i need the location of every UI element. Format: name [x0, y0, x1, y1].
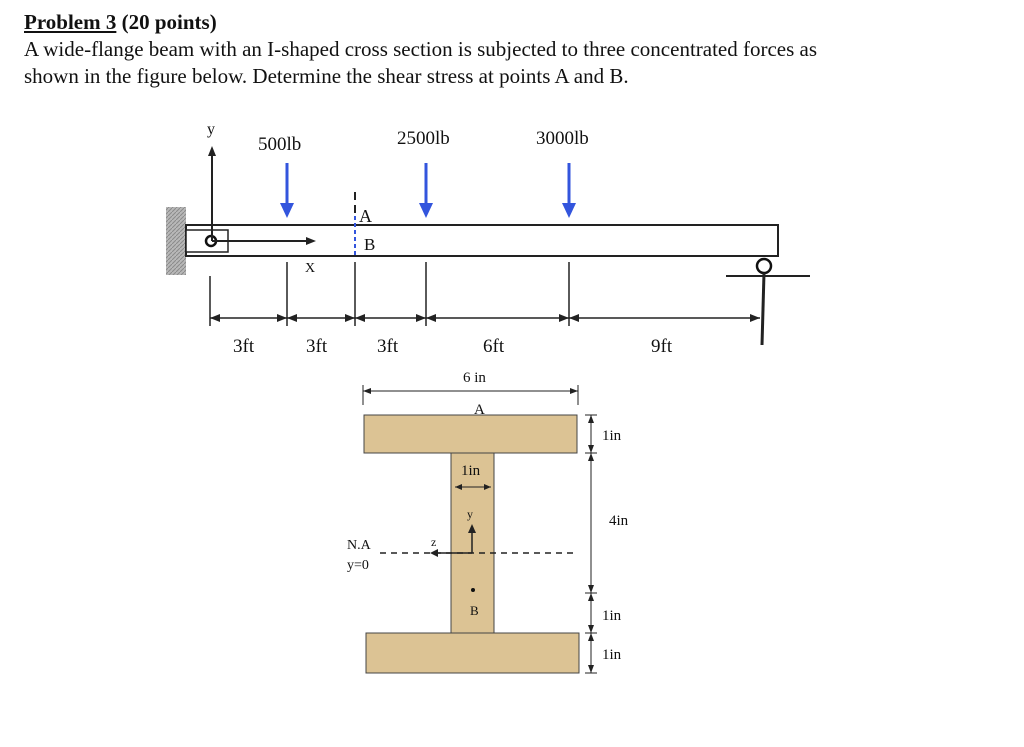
- web-thickness-label: 1in: [461, 463, 481, 479]
- force-label-500: 500lb: [258, 134, 301, 155]
- bottom-flange: [365, 632, 580, 674]
- top-flange-thickness-label: 1in: [602, 428, 622, 444]
- problem-block: Problem 3 (20 points) A wide-flange beam…: [24, 8, 1004, 90]
- web-thickness-dimension: [455, 484, 491, 490]
- section-point-b-label: B: [470, 603, 479, 618]
- problem-statement-line2: shown in the figure below. Determine the…: [24, 64, 629, 88]
- local-y-label: y: [467, 507, 473, 521]
- problem-number: Problem 3: [24, 10, 117, 34]
- span-label: 3ft: [233, 336, 255, 357]
- force-arrow: [419, 163, 433, 218]
- top-flange: [363, 414, 578, 454]
- pin-support: [185, 229, 229, 257]
- problem-statement-line1: A wide-flange beam with an I-shaped cros…: [24, 37, 818, 61]
- section-point-a-label: A: [474, 402, 485, 418]
- span-label: 3ft: [377, 336, 399, 357]
- beam-point-b-label: B: [364, 235, 375, 254]
- fixed-wall: [166, 207, 186, 275]
- web-height-label: 4in: [609, 513, 629, 529]
- problem-heading: Problem 3 (20 points): [24, 8, 1004, 36]
- flange-width-dimension: [362, 385, 579, 405]
- lower-dimension-label: 1in: [602, 608, 622, 624]
- y-axis-label: y: [207, 121, 215, 138]
- beam-point-a-label: A: [359, 206, 372, 226]
- flange-width-label: 6 in: [463, 370, 486, 386]
- na-equation: y=0: [347, 558, 369, 573]
- force-label-2500: 2500lb: [397, 128, 450, 149]
- height-dimension-line: [585, 414, 597, 674]
- na-label: N.A: [347, 538, 372, 553]
- y-axis: [208, 146, 216, 241]
- problem-points: (20 points): [121, 10, 217, 34]
- span-dimension-line: [209, 262, 760, 326]
- span-label: 6ft: [483, 336, 505, 357]
- span-label: 3ft: [306, 336, 328, 357]
- local-y-axis: [468, 524, 476, 553]
- span-label: 9ft: [651, 336, 673, 357]
- force-arrow: [280, 163, 294, 218]
- roller-support: [726, 257, 810, 346]
- point-b-dot: [471, 588, 475, 592]
- local-z-label: z: [431, 535, 436, 549]
- force-arrow: [562, 163, 576, 218]
- x-axis-label: X: [305, 261, 315, 276]
- x-axis: [212, 237, 316, 245]
- force-label-3000: 3000lb: [536, 128, 589, 149]
- bottom-flange-thickness-label: 1in: [602, 647, 622, 663]
